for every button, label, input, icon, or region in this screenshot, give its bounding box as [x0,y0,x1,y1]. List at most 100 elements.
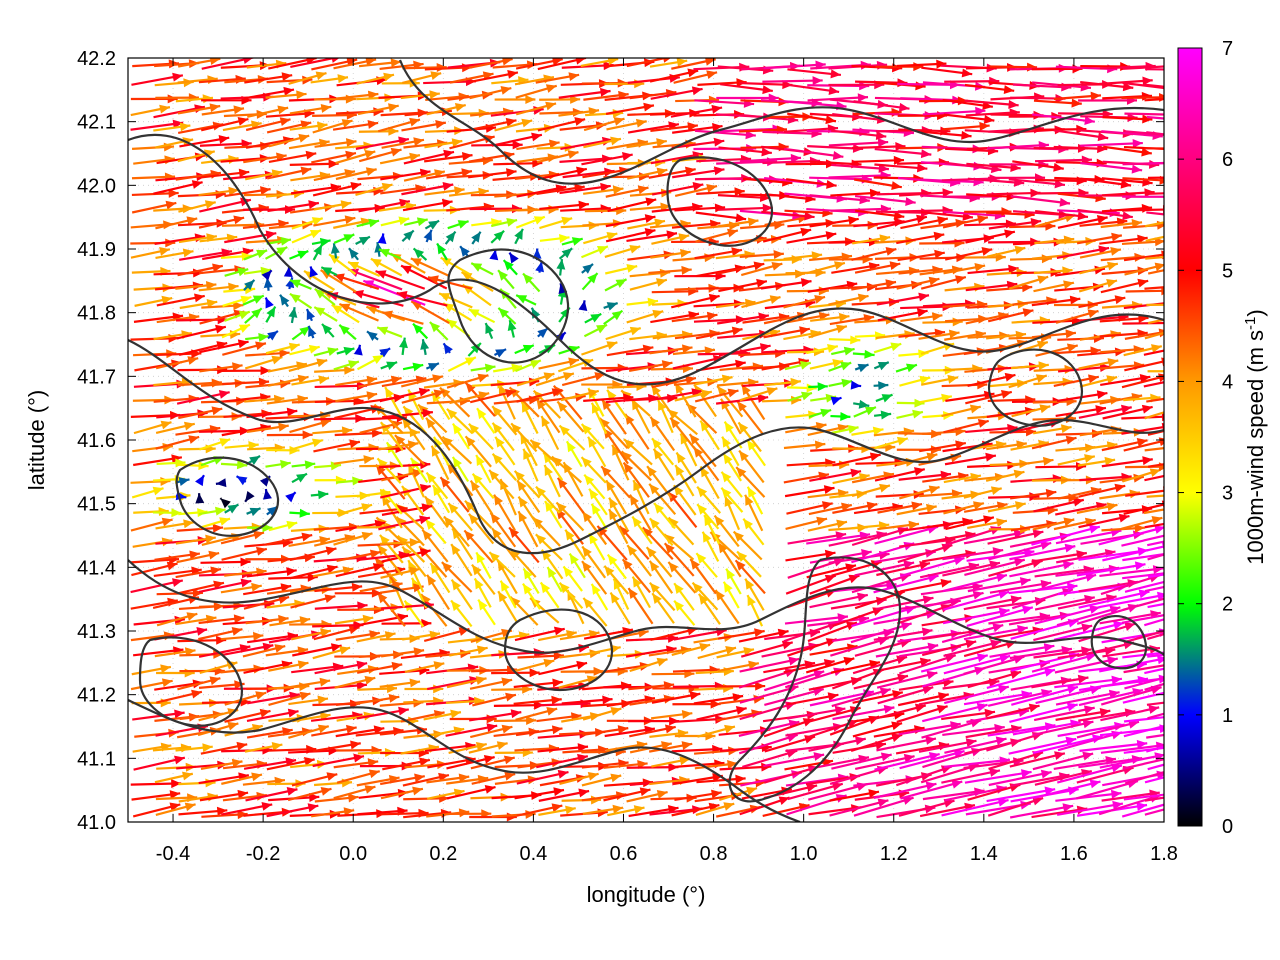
wind-arrow-head [892,689,903,699]
wind-arrow-head [1136,802,1148,811]
wind-arrow [987,796,1044,817]
wind-arrow [312,620,364,630]
wind-arrow [245,614,289,625]
wind-arrow-shaft [943,590,1010,611]
wind-arrow [1031,652,1097,673]
wind-arrow-head [1028,703,1040,713]
wind-arrow [220,631,264,641]
wind-arrow-head [656,657,668,667]
wind-arrow-head [409,678,421,688]
wind-arrow-head [710,699,721,709]
wind-arrow [334,614,374,625]
wind-arrow-head [274,644,286,653]
wind-arrow-head [576,660,588,670]
wind-arrow-shaft [989,644,1055,658]
wind-arrow-head [617,725,629,735]
wind-arrow [1009,803,1074,819]
wind-arrow-head [727,759,738,769]
wind-arrow [1144,776,1164,784]
wind-arrow-shaft [944,786,1008,802]
wind-arrow-head [891,733,903,743]
wind-arrow-head [1112,800,1123,810]
wind-arrow-head [169,802,181,812]
wind-arrow [513,695,562,705]
wind-arrow [450,599,473,628]
wind-arrow-shaft [809,690,875,707]
wind-arrow [739,656,800,673]
wind-arrow [310,807,355,818]
wind-arrow [691,581,719,611]
wind-arrow [1032,719,1094,737]
wind-arrow-head [261,801,273,811]
wind-arrow-head [498,591,508,603]
wind-arrow-shaft [1122,321,1164,325]
wind-arrow [356,706,409,720]
wind-arrow-head [937,692,949,701]
wind-arrow-head [510,709,522,719]
wind-arrow-head [633,805,645,814]
wind-arrow [558,675,598,689]
wind-arrow-shaft [763,753,825,768]
wind-arrow-head [610,773,622,783]
wind-arrow [1123,724,1164,738]
wind-arrow [763,752,825,768]
wind-arrow-shaft [1009,647,1073,660]
wind-arrow-head [1111,675,1122,685]
wind-arrow [133,755,186,771]
wind-arrow-head [926,670,938,680]
wind-arrow [1147,712,1164,720]
wind-arrow-shaft [920,654,989,673]
wind-arrow-head [1165,299,1176,308]
wind-arrow-head [1067,685,1078,694]
wind-arrow-head [732,693,744,702]
wind-arrow [696,706,747,721]
wind-arrow-head [427,574,437,586]
wind-arrow-shaft [1078,756,1143,769]
wind-arrow [876,670,938,689]
wind-arrow [603,787,651,802]
wind-arrow-head [1089,779,1101,789]
wind-arrow-head [879,687,891,697]
wind-arrow [1144,667,1164,675]
wind-arrow [850,733,903,752]
wind-arrow-head [251,772,263,782]
wind-arrow [626,789,668,803]
wind-arrow-head [1062,803,1074,813]
wind-arrow [694,759,738,770]
wind-arrow-head [900,622,912,631]
wind-arrow-shaft [988,614,1051,625]
wind-arrow-shaft [1079,742,1148,752]
wind-arrow-head [1202,529,1213,538]
wind-arrow-shaft [1098,794,1161,816]
wind-arrow-shaft [987,689,1053,707]
wind-arrow-head [362,614,374,624]
wind-arrow [738,628,789,643]
wind-arrow [290,594,336,609]
wind-arrow [718,786,758,802]
wind-arrow [155,802,196,817]
wind-arrow [522,583,541,610]
wind-arrow [514,658,555,672]
wind-arrow-head [1065,736,1077,746]
wind-arrow [941,623,1004,644]
wind-arrow-head [233,614,245,624]
wind-arrow-shaft [832,706,895,721]
wind-arrow [581,773,622,787]
wind-arrow-head [231,758,243,768]
wind-arrow-head [353,620,364,630]
wind-arrow-head [649,582,660,594]
wind-arrow-head [1082,719,1094,729]
wind-arrow [1053,620,1125,641]
wind-arrow-head [317,724,329,734]
wind-arrow-head [992,623,1004,633]
wind-arrow-head [1163,318,1164,328]
wind-arrow [154,771,194,784]
wind-arrow-head [236,741,248,751]
wind-arrow-head [384,631,396,640]
wind-arrow [446,784,496,800]
wind-arrow [201,810,248,820]
wind-arrow [831,687,891,708]
wind-arrow [242,644,286,658]
wind-arrow-shaft [986,668,1056,689]
wind-arrow [130,678,173,691]
